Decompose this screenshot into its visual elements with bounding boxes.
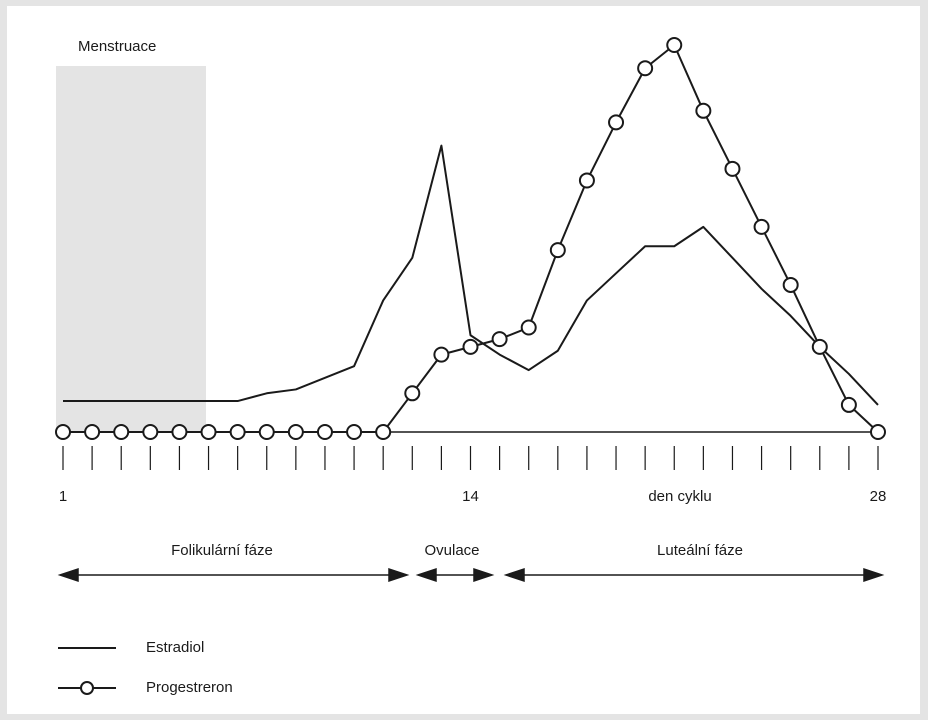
data-point xyxy=(55,424,71,440)
data-point xyxy=(375,424,392,440)
data-point xyxy=(840,396,857,413)
data-point xyxy=(578,172,595,189)
legend-label: Progestreron xyxy=(146,679,233,696)
data-point xyxy=(870,424,886,440)
data-point xyxy=(433,346,450,363)
legend-marker xyxy=(80,681,94,695)
phase-label: Luteální fáze xyxy=(657,542,743,559)
phase-label: Ovulace xyxy=(424,542,479,559)
data-point xyxy=(782,276,799,293)
x-tick-label: 1 xyxy=(59,488,67,505)
legend-label: Estradiol xyxy=(146,639,204,656)
data-point xyxy=(113,424,130,440)
data-point xyxy=(200,424,217,440)
data-point xyxy=(549,242,566,259)
data-point xyxy=(724,160,741,177)
series-line xyxy=(63,144,879,406)
data-point xyxy=(171,424,188,440)
data-point xyxy=(142,424,159,440)
data-point xyxy=(316,424,333,440)
data-point xyxy=(666,37,683,53)
data-point xyxy=(695,102,712,119)
data-point xyxy=(229,424,246,440)
band-label: Menstruace xyxy=(78,38,156,55)
phase-arrows xyxy=(57,567,885,583)
x-tick-label: 14 xyxy=(462,488,479,505)
x-axis-label: den cyklu xyxy=(648,488,711,505)
data-point xyxy=(753,218,770,235)
data-point xyxy=(637,60,654,77)
data-point xyxy=(811,338,828,355)
data-point xyxy=(258,424,275,440)
data-point xyxy=(462,338,479,355)
data-point xyxy=(84,424,101,440)
data-point xyxy=(608,114,625,131)
data-point xyxy=(287,424,304,440)
data-point xyxy=(346,424,363,440)
data-point xyxy=(404,385,421,402)
menstruation-band xyxy=(56,66,206,432)
data-point xyxy=(520,319,537,336)
phase-label: Folikulární fáze xyxy=(171,542,273,559)
data-point xyxy=(491,331,508,348)
x-tick-label: 28 xyxy=(870,488,887,505)
